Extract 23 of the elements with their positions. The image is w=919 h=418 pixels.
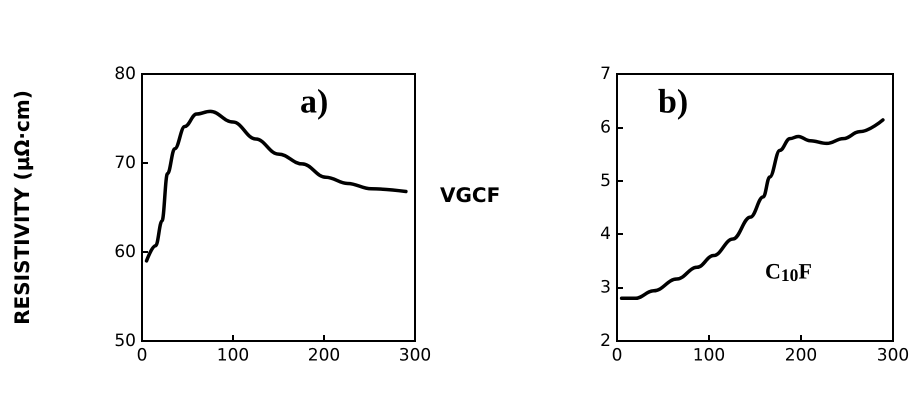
y-tick-label: 80	[114, 64, 136, 84]
y-tick-label: 7	[600, 64, 611, 84]
y-tick-label: 4	[600, 224, 611, 244]
x-tick-label: 0	[136, 346, 148, 366]
y-tick-label: 60	[114, 242, 136, 262]
y-tick-label: 2	[600, 331, 611, 351]
y-tick-label: 3	[600, 278, 611, 298]
annotation: b)	[658, 84, 688, 120]
line-series	[620, 118, 885, 300]
x-tick-label: 200	[308, 346, 340, 366]
x-tick-label: 200	[784, 346, 818, 366]
x-tick-label: 300	[398, 346, 432, 366]
y-tick-label: 70	[114, 153, 136, 173]
y-tick-label: 6	[600, 117, 611, 138]
y-axis-title: RESISTIVITY (μΩ·cm)	[10, 90, 34, 325]
y-tick-label: 5	[600, 170, 611, 191]
x-tick-label: 300	[876, 346, 910, 366]
x-tick-label: 100	[692, 346, 726, 366]
x-tick-label: 0	[612, 346, 622, 366]
annotation: a)	[300, 84, 328, 120]
x-tick-label: 100	[216, 346, 250, 366]
y-tick-label: 50	[114, 331, 136, 351]
text: VGCF	[440, 183, 500, 207]
